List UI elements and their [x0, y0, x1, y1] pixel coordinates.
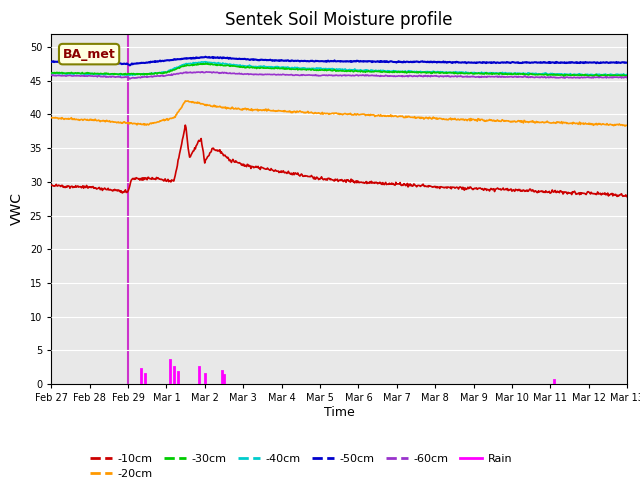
- Title: Sentek Soil Moisture profile: Sentek Soil Moisture profile: [225, 11, 453, 29]
- Text: BA_met: BA_met: [63, 48, 115, 60]
- Legend: -10cm, -20cm, -30cm, -40cm, -50cm, -60cm, Rain: -10cm, -20cm, -30cm, -40cm, -50cm, -60cm…: [86, 449, 516, 480]
- X-axis label: Time: Time: [324, 406, 355, 419]
- Y-axis label: VWC: VWC: [10, 192, 24, 225]
